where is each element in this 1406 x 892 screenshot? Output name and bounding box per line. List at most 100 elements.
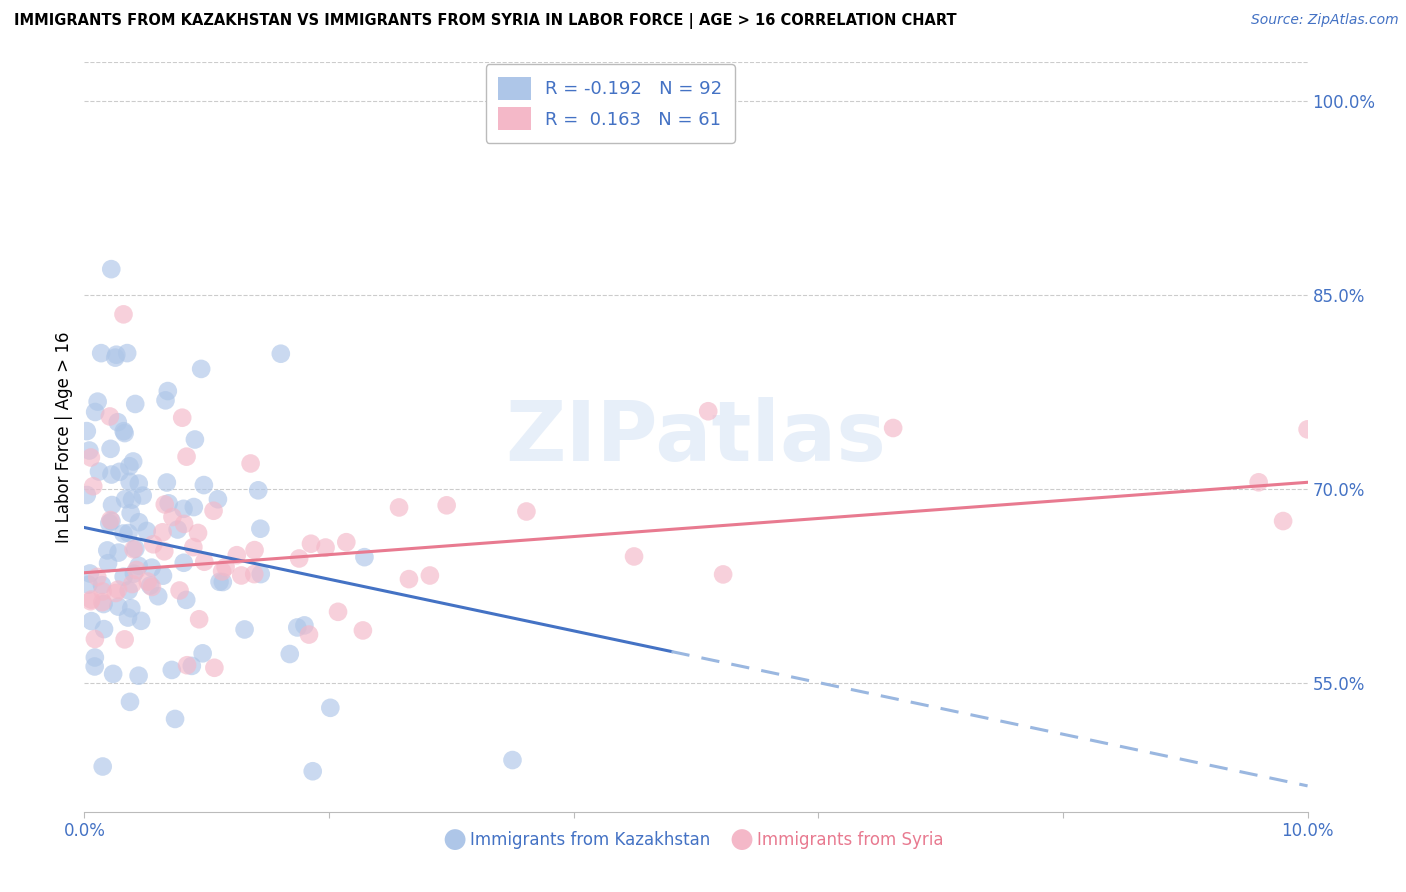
Point xyxy=(502,753,524,767)
Point xyxy=(193,555,215,569)
Point xyxy=(122,454,145,468)
Point xyxy=(86,570,108,584)
Point xyxy=(101,666,124,681)
Point xyxy=(247,483,270,498)
Point xyxy=(249,567,271,582)
Point xyxy=(180,658,202,673)
Point xyxy=(105,348,128,362)
Point xyxy=(118,459,141,474)
Point xyxy=(157,496,180,510)
Point xyxy=(148,589,170,603)
Point xyxy=(132,489,155,503)
Point xyxy=(82,479,104,493)
Point xyxy=(239,457,262,471)
Point xyxy=(153,498,176,512)
Point xyxy=(128,669,150,683)
Point xyxy=(172,410,194,425)
Point xyxy=(83,632,105,646)
Point xyxy=(173,556,195,570)
Point xyxy=(156,384,179,398)
Point xyxy=(160,663,183,677)
Point xyxy=(176,658,198,673)
Point xyxy=(100,467,122,482)
Point xyxy=(142,537,165,551)
Point xyxy=(249,522,271,536)
Point xyxy=(100,514,122,528)
Point xyxy=(270,347,292,361)
Point xyxy=(233,623,256,637)
Point xyxy=(104,586,127,600)
Point xyxy=(155,393,177,408)
Point xyxy=(79,566,101,581)
Point xyxy=(184,433,207,447)
Text: ZIPatlas: ZIPatlas xyxy=(506,397,886,477)
Point xyxy=(120,506,142,520)
Point xyxy=(76,424,98,438)
Point xyxy=(299,537,322,551)
Point xyxy=(156,475,179,490)
Point xyxy=(208,574,231,589)
Point xyxy=(294,618,316,632)
Point xyxy=(353,550,375,565)
Point xyxy=(121,577,143,591)
Point xyxy=(141,560,163,574)
Point xyxy=(100,442,122,456)
Point xyxy=(187,525,209,540)
Point xyxy=(202,661,225,675)
Point xyxy=(104,351,127,365)
Point xyxy=(84,405,107,419)
Point xyxy=(1272,514,1295,528)
Point xyxy=(129,614,152,628)
Y-axis label: In Labor Force | Age > 16: In Labor Force | Age > 16 xyxy=(55,331,73,543)
Point xyxy=(166,523,188,537)
Point xyxy=(176,450,198,464)
Point xyxy=(188,612,211,626)
Point xyxy=(107,582,129,597)
Point xyxy=(91,595,114,609)
Point xyxy=(243,567,266,582)
Point xyxy=(124,541,146,556)
Point xyxy=(169,583,191,598)
Point xyxy=(141,580,163,594)
Point xyxy=(107,599,129,614)
Point xyxy=(100,262,122,277)
Point xyxy=(183,500,205,514)
Point xyxy=(98,409,121,424)
Point xyxy=(125,563,148,577)
Point xyxy=(162,510,184,524)
Point xyxy=(128,515,150,529)
Point xyxy=(326,605,349,619)
Point xyxy=(1247,475,1270,490)
Point xyxy=(122,566,145,581)
Point xyxy=(135,524,157,538)
Point xyxy=(231,568,253,582)
Point xyxy=(107,415,129,429)
Point xyxy=(87,465,110,479)
Point xyxy=(91,759,114,773)
Point xyxy=(93,622,115,636)
Point xyxy=(285,620,308,634)
Point xyxy=(152,525,174,540)
Point xyxy=(174,593,197,607)
Point xyxy=(117,526,139,541)
Point xyxy=(118,475,141,489)
Point xyxy=(298,627,321,641)
Point xyxy=(118,695,141,709)
Point xyxy=(207,492,229,507)
Point xyxy=(335,535,357,549)
Point xyxy=(128,476,150,491)
Point xyxy=(214,560,236,574)
Point xyxy=(319,701,342,715)
Point xyxy=(122,542,145,557)
Point xyxy=(80,592,103,607)
Point xyxy=(79,443,101,458)
Point xyxy=(112,526,135,541)
Point xyxy=(225,548,247,562)
Point xyxy=(1296,422,1319,436)
Point xyxy=(419,568,441,582)
Point xyxy=(112,307,135,321)
Point xyxy=(711,567,734,582)
Point xyxy=(79,594,101,608)
Point xyxy=(86,394,108,409)
Point xyxy=(100,513,122,527)
